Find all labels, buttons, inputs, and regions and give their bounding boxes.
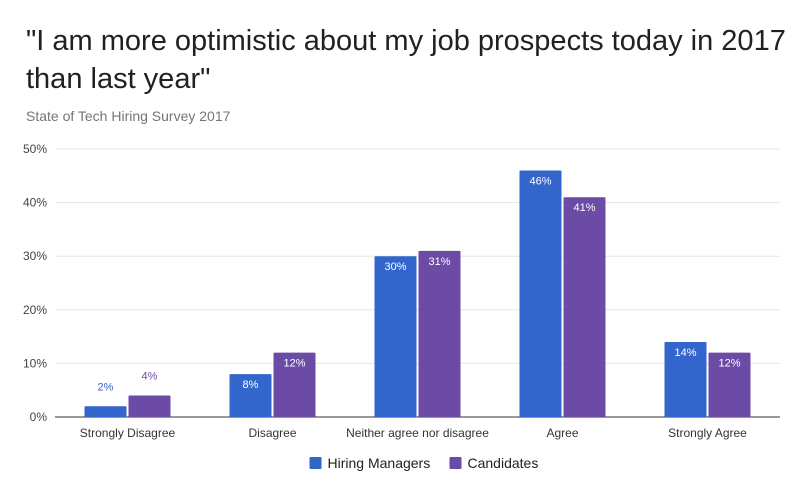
bar	[273, 352, 316, 417]
bar-value-label: 12%	[718, 358, 740, 370]
bar	[84, 406, 127, 417]
legend-swatch	[309, 457, 322, 469]
legend-label: Hiring Managers	[328, 455, 431, 471]
legend-swatch	[449, 457, 462, 469]
bar	[563, 197, 606, 417]
bar-value-label: 2%	[98, 381, 114, 393]
bar-value-label: 41%	[573, 202, 595, 214]
x-tick-label: Strongly Disagree	[80, 426, 176, 440]
bar-value-label: 12%	[283, 358, 305, 370]
bar	[229, 374, 272, 417]
legend-label: Candidates	[468, 455, 539, 471]
x-tick-label: Neither agree nor disagree	[346, 426, 489, 440]
y-tick-label: 50%	[23, 142, 47, 156]
chart-title: "I am more optimistic about my job prosp…	[26, 25, 786, 95]
bar-value-label: 14%	[674, 347, 696, 359]
bar	[664, 341, 707, 417]
x-tick-label: Strongly Agree	[668, 426, 747, 440]
y-tick-label: 0%	[30, 410, 48, 424]
y-tick-label: 20%	[23, 303, 47, 317]
chart-subtitle: State of Tech Hiring Survey 2017	[26, 108, 231, 124]
bar	[374, 256, 417, 417]
x-tick-label: Agree	[546, 426, 578, 440]
bar-value-label: 46%	[529, 175, 551, 187]
y-tick-label: 10%	[23, 356, 47, 370]
y-tick-label: 30%	[23, 249, 47, 263]
bar	[519, 170, 562, 417]
x-tick-label: Disagree	[248, 426, 296, 440]
bar	[418, 250, 461, 417]
bar	[708, 352, 751, 417]
bar	[128, 395, 171, 417]
bar-value-label: 8%	[243, 379, 259, 391]
bar-value-label: 31%	[428, 256, 450, 268]
bar-value-label: 4%	[142, 371, 158, 383]
y-tick-label: 40%	[23, 196, 47, 210]
bar-value-label: 30%	[384, 261, 406, 273]
